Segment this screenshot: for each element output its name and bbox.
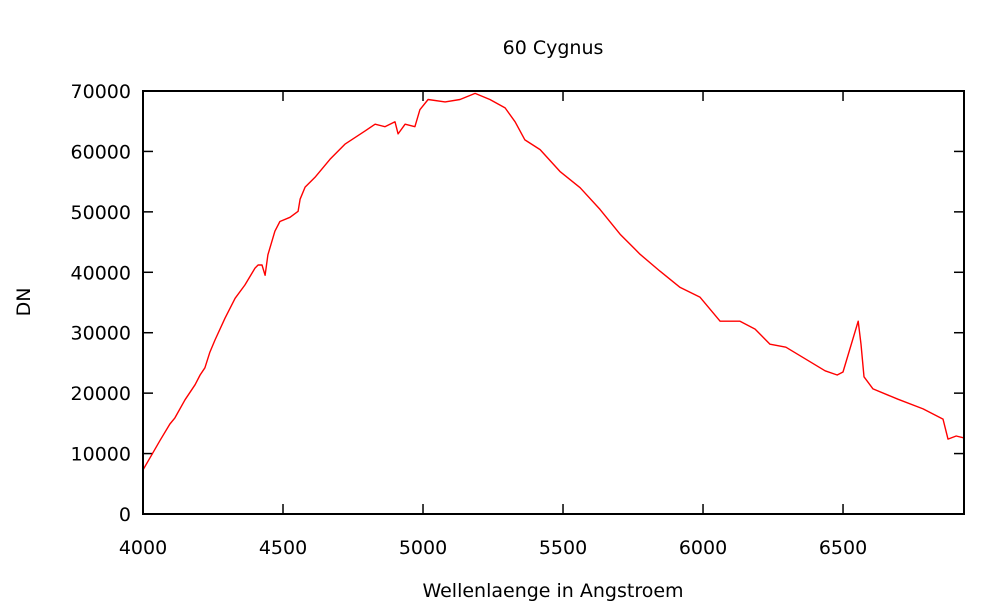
x-axis: 4000 4500 5000 5500 6000 6500 xyxy=(119,91,867,559)
y-tick-label: 30000 xyxy=(71,323,131,345)
y-tick-label: 60000 xyxy=(71,141,131,163)
x-tick-label: 6500 xyxy=(819,537,867,559)
y-tick-label: 10000 xyxy=(71,444,131,466)
x-tick-label: 6000 xyxy=(679,537,727,559)
y-axis: 0 10000 20000 30000 40000 50000 60000 70000 xyxy=(71,81,964,526)
y-axis-title: DN xyxy=(13,288,35,317)
spectrum-line xyxy=(142,92,965,471)
y-tick-label: 20000 xyxy=(71,383,131,405)
x-tick-label: 5000 xyxy=(399,537,447,559)
y-tick-label: 50000 xyxy=(71,202,131,224)
chart-title: 60 Cygnus xyxy=(503,37,604,59)
x-axis-title: Wellenlaenge in Angstroem xyxy=(422,580,683,602)
x-tick-label: 4500 xyxy=(259,537,307,559)
y-tick-label: 70000 xyxy=(71,81,131,103)
plot-frame xyxy=(142,90,965,515)
x-tick-label: 4000 xyxy=(119,537,167,559)
y-tick-label: 0 xyxy=(119,504,131,526)
x-tick-label: 5500 xyxy=(539,537,587,559)
y-tick-label: 40000 xyxy=(71,262,131,284)
